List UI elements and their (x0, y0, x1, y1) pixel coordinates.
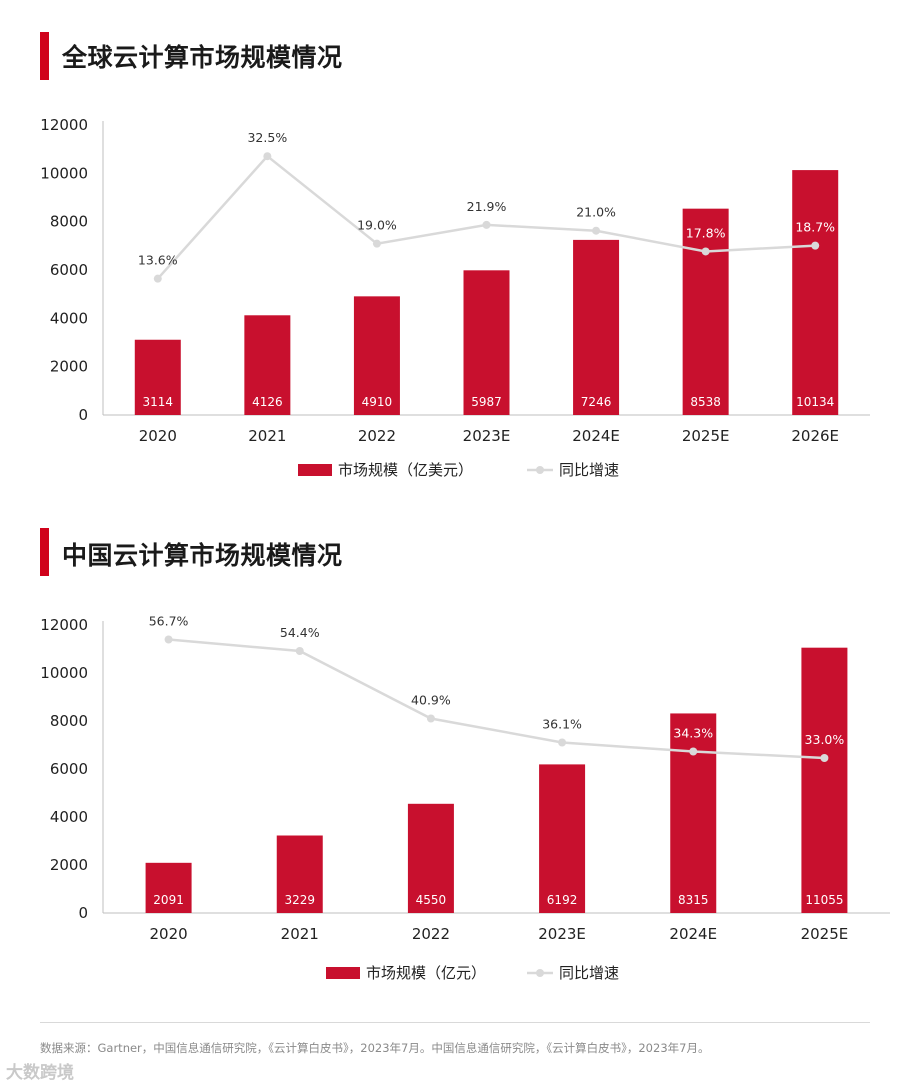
growth-point (153, 274, 162, 283)
growth-point (811, 241, 820, 250)
x-tick-label: 2021 (281, 925, 319, 943)
growth-label: 21.0% (576, 205, 616, 220)
growth-line (168, 638, 825, 760)
bar (539, 764, 586, 913)
y-tick-label: 2000 (50, 856, 88, 874)
y-tick-label: 2000 (50, 358, 88, 376)
growth-label: 17.8% (686, 225, 726, 240)
legend-bar-label: 市场规模（亿美元） (338, 461, 473, 479)
growth-label: 18.7% (795, 220, 835, 235)
bar-value-label: 5987 (471, 395, 502, 409)
bar (792, 170, 839, 415)
growth-point (592, 226, 601, 235)
bar (670, 713, 717, 913)
bar-value-label: 3229 (284, 893, 315, 907)
bar-value-label: 2091 (153, 893, 184, 907)
x-tick-label: 2024E (572, 427, 620, 445)
growth-point (689, 747, 698, 756)
growth-point (701, 247, 710, 256)
growth-point (558, 738, 567, 747)
growth-label: 19.0% (357, 218, 397, 233)
legend-bar-swatch (298, 464, 332, 476)
growth-point (295, 647, 304, 655)
global-cloud-market-chart: 0 2000 4000 6000 8000 10000 12000 3114 4126 4910 5… (40, 116, 870, 479)
growth-label: 56.7% (149, 614, 189, 629)
bar (463, 270, 510, 415)
x-tick-label: 2023E (463, 427, 511, 445)
legend-bar-swatch (326, 967, 360, 979)
y-tick-label: 8000 (50, 712, 88, 730)
title-accent-bar (40, 528, 49, 576)
growth-point (426, 714, 435, 723)
x-tick-label: 2022 (412, 925, 450, 943)
growth-label: 36.1% (542, 717, 582, 732)
y-tick-label: 4000 (50, 808, 88, 826)
chart1-heading: 全球云计算市场规模情况 (62, 43, 343, 72)
legend-bar-label: 市场规模（亿元） (366, 964, 486, 982)
bar (145, 862, 192, 913)
x-tick-label: 2020 (139, 427, 177, 445)
bar-value-label: 4550 (416, 893, 447, 907)
bar-value-label: 11055 (805, 893, 843, 907)
x-tick-label: 2026E (791, 427, 839, 445)
legend-line-label: 同比增速 (559, 964, 619, 982)
x-tick-label: 2024E (669, 925, 717, 943)
footer-divider (40, 1022, 870, 1023)
y-tick-label: 4000 (50, 309, 88, 327)
y-tick-label: 6000 (50, 261, 88, 279)
y-tick-label: 12000 (40, 616, 88, 634)
bar-value-label: 3114 (143, 395, 174, 409)
watermark-text: 大数跨境 (6, 1063, 74, 1083)
bar (134, 339, 181, 415)
bar-value-label: 10134 (796, 395, 834, 409)
growth-label: 40.9% (411, 693, 451, 708)
title-accent-bar (40, 32, 49, 80)
x-tick-label: 2025E (682, 427, 730, 445)
bar-value-label: 4126 (252, 395, 283, 409)
y-tick-label: 6000 (50, 760, 88, 778)
bar-value-label: 7246 (581, 395, 612, 409)
x-tick-label: 2022 (358, 427, 396, 445)
y-tick-label: 0 (78, 904, 88, 922)
bar-value-label: 6192 (547, 893, 578, 907)
growth-label: 13.6% (138, 253, 178, 268)
y-tick-label: 10000 (40, 664, 88, 682)
growth-point (820, 754, 829, 762)
growth-label: 21.9% (467, 199, 507, 214)
x-tick-label: 2025E (801, 925, 849, 943)
bar (801, 647, 848, 913)
growth-point (263, 152, 272, 161)
bar-value-label: 8315 (678, 893, 709, 907)
bar (682, 208, 729, 415)
growth-point (372, 239, 381, 248)
bar (407, 803, 454, 913)
bar-value-label: 4910 (362, 395, 393, 409)
y-tick-label: 12000 (40, 116, 88, 134)
legend-line-label: 同比增速 (559, 461, 619, 479)
y-tick-label: 0 (78, 406, 88, 424)
growth-label: 54.4% (280, 625, 320, 640)
x-tick-label: 2021 (248, 427, 286, 445)
bar (353, 296, 400, 415)
china-cloud-market-chart: 0 2000 4000 6000 8000 10000 12000 2091 3229 4550 6… (40, 614, 890, 982)
growth-label: 32.5% (247, 130, 287, 145)
chart2-heading: 中国云计算市场规模情况 (62, 541, 343, 570)
y-tick-label: 8000 (50, 213, 88, 231)
growth-label: 34.3% (673, 726, 713, 741)
bar (244, 315, 291, 415)
growth-label: 33.0% (805, 732, 845, 747)
bar-value-label: 8538 (690, 395, 721, 409)
bar (573, 239, 620, 415)
legend-line-marker (536, 969, 544, 977)
x-tick-label: 2023E (538, 925, 586, 943)
bar (276, 835, 323, 913)
x-tick-label: 2020 (149, 925, 187, 943)
growth-point (164, 635, 173, 644)
legend-line-marker (536, 466, 544, 474)
growth-point (482, 220, 491, 229)
data-source-note: 数据来源：Gartner，中国信息通信研究院，《云计算白皮书》，2023年7月。… (40, 1041, 710, 1055)
y-tick-label: 10000 (40, 164, 88, 182)
